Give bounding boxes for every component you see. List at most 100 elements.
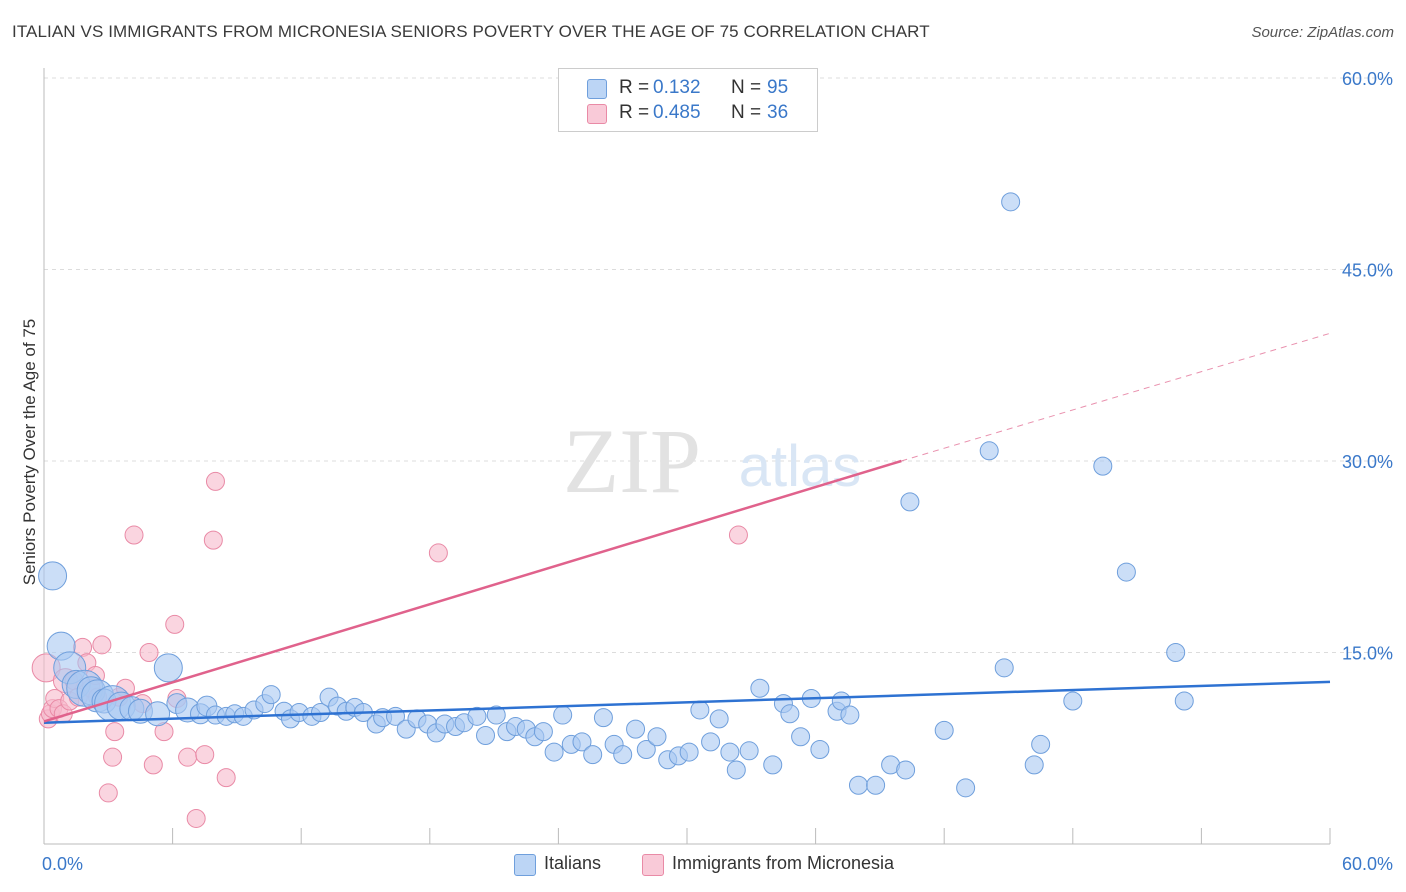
micronesia-point	[195, 745, 215, 765]
italians-swatch	[587, 79, 607, 99]
watermark: ZIP atlas	[563, 410, 861, 512]
source-credit: Source: ZipAtlas.com	[1251, 24, 1394, 41]
micronesia-point	[178, 747, 198, 767]
italians-point	[1063, 691, 1083, 711]
italians-n-label: N =	[731, 77, 762, 98]
italians-point	[647, 727, 667, 747]
italians-point	[994, 658, 1014, 678]
italians-point	[709, 709, 729, 729]
micronesia-trend-line	[43, 459, 902, 723]
italians-point	[593, 708, 613, 728]
micronesia-point	[165, 614, 185, 634]
italians-point	[780, 704, 800, 724]
italians-point	[791, 727, 811, 747]
italians-point	[1024, 755, 1044, 775]
italians-point	[739, 741, 759, 761]
italians-point	[934, 720, 954, 740]
italians-point	[261, 685, 281, 705]
italians-point	[979, 441, 999, 461]
italians-point	[613, 745, 633, 765]
watermark-atlas: atlas	[739, 434, 862, 499]
x-tick-label: 60.0%	[1342, 854, 1393, 874]
italians-point	[467, 706, 487, 726]
y-axis-label: Seniors Poverty Over the Age of 75	[20, 318, 39, 586]
micronesia-legend-swatch	[642, 854, 664, 876]
italians-point	[636, 740, 656, 760]
micronesia-point	[143, 755, 163, 775]
italians-point	[679, 742, 699, 762]
points-layer	[31, 192, 1194, 828]
italians-point	[848, 775, 868, 795]
y-tick-label: 45.0%	[1342, 261, 1393, 281]
micronesia-point	[428, 543, 448, 563]
trend-layer	[43, 332, 1331, 724]
chart-title: ITALIAN VS IMMIGRANTS FROM MICRONESIA SE…	[12, 22, 930, 41]
micronesia-point	[92, 635, 112, 655]
micronesia-point	[139, 643, 159, 662]
italians-point	[1116, 562, 1136, 582]
micronesia-point	[203, 530, 223, 550]
italians-point	[866, 775, 886, 795]
micronesia-point	[728, 525, 748, 545]
italians-point	[1031, 734, 1051, 754]
micronesia-point	[98, 783, 118, 803]
micronesia-point	[103, 747, 123, 767]
italians-point	[720, 742, 740, 762]
italians-n-value: 95	[767, 77, 789, 98]
legend-series: Italians Immigrants from Micronesia	[0, 852, 1406, 878]
x-tick-label: 0.0%	[42, 854, 83, 874]
italians-legend-label: Italians	[544, 853, 602, 873]
italians-point	[486, 705, 506, 725]
italians-point	[1001, 192, 1021, 212]
italians-point	[750, 678, 770, 698]
legend-row-micronesia: R = 0.485 N = 36	[559, 102, 817, 126]
micronesia-point	[124, 525, 144, 545]
italians-point	[533, 722, 553, 742]
italians-point	[572, 732, 592, 752]
micronesia-r-value: 0.485	[653, 102, 701, 123]
legend-row-italians: R = 0.132 N = 95	[559, 77, 817, 101]
italians-point	[900, 492, 920, 512]
italians-point	[38, 561, 68, 591]
italians-point	[145, 701, 171, 727]
micronesia-point	[205, 471, 225, 491]
italians-point	[956, 778, 976, 798]
italians-point	[840, 705, 860, 725]
italians-point	[544, 742, 564, 762]
watermark-zip: ZIP	[563, 410, 701, 512]
micronesia-r-label: R =	[619, 102, 650, 123]
micronesia-n-label: N =	[731, 102, 762, 123]
grid-layer	[44, 77, 1394, 653]
y-tick-label: 30.0%	[1342, 452, 1393, 472]
italians-point	[626, 719, 646, 739]
italians-point	[810, 740, 830, 760]
micronesia-swatch	[587, 104, 607, 124]
italians-point	[476, 725, 496, 745]
y-tick-label: 60.0%	[1342, 69, 1393, 89]
micronesia-n-value: 36	[767, 102, 789, 123]
italians-legend-swatch	[514, 854, 536, 876]
micronesia-point	[186, 808, 206, 828]
y-tick-label: 15.0%	[1342, 644, 1393, 664]
italians-point	[1093, 456, 1113, 476]
italians-r-label: R =	[619, 77, 650, 98]
micronesia-trend-extension	[901, 332, 1331, 462]
micronesia-point	[105, 722, 125, 742]
italians-r-value: 0.132	[653, 77, 701, 98]
micronesia-legend-label: Immigrants from Micronesia	[672, 853, 895, 873]
legend-stats: R = 0.132 N = 95 R = 0.485 N = 36	[558, 68, 818, 132]
italians-trend-line	[43, 680, 1331, 724]
italians-point	[553, 705, 573, 725]
italians-point	[896, 760, 916, 780]
italians-point	[763, 755, 783, 775]
italians-point	[153, 653, 183, 683]
italians-point	[1166, 643, 1186, 662]
italians-point	[726, 760, 746, 780]
micronesia-point	[216, 768, 236, 788]
italians-point	[583, 745, 603, 765]
italians-point	[1174, 691, 1194, 711]
italians-point	[701, 732, 721, 752]
tick-labels: 15.0% 30.0% 45.0% 60.0% 0.0% 60.0%	[42, 69, 1393, 874]
italians-point	[690, 700, 710, 720]
